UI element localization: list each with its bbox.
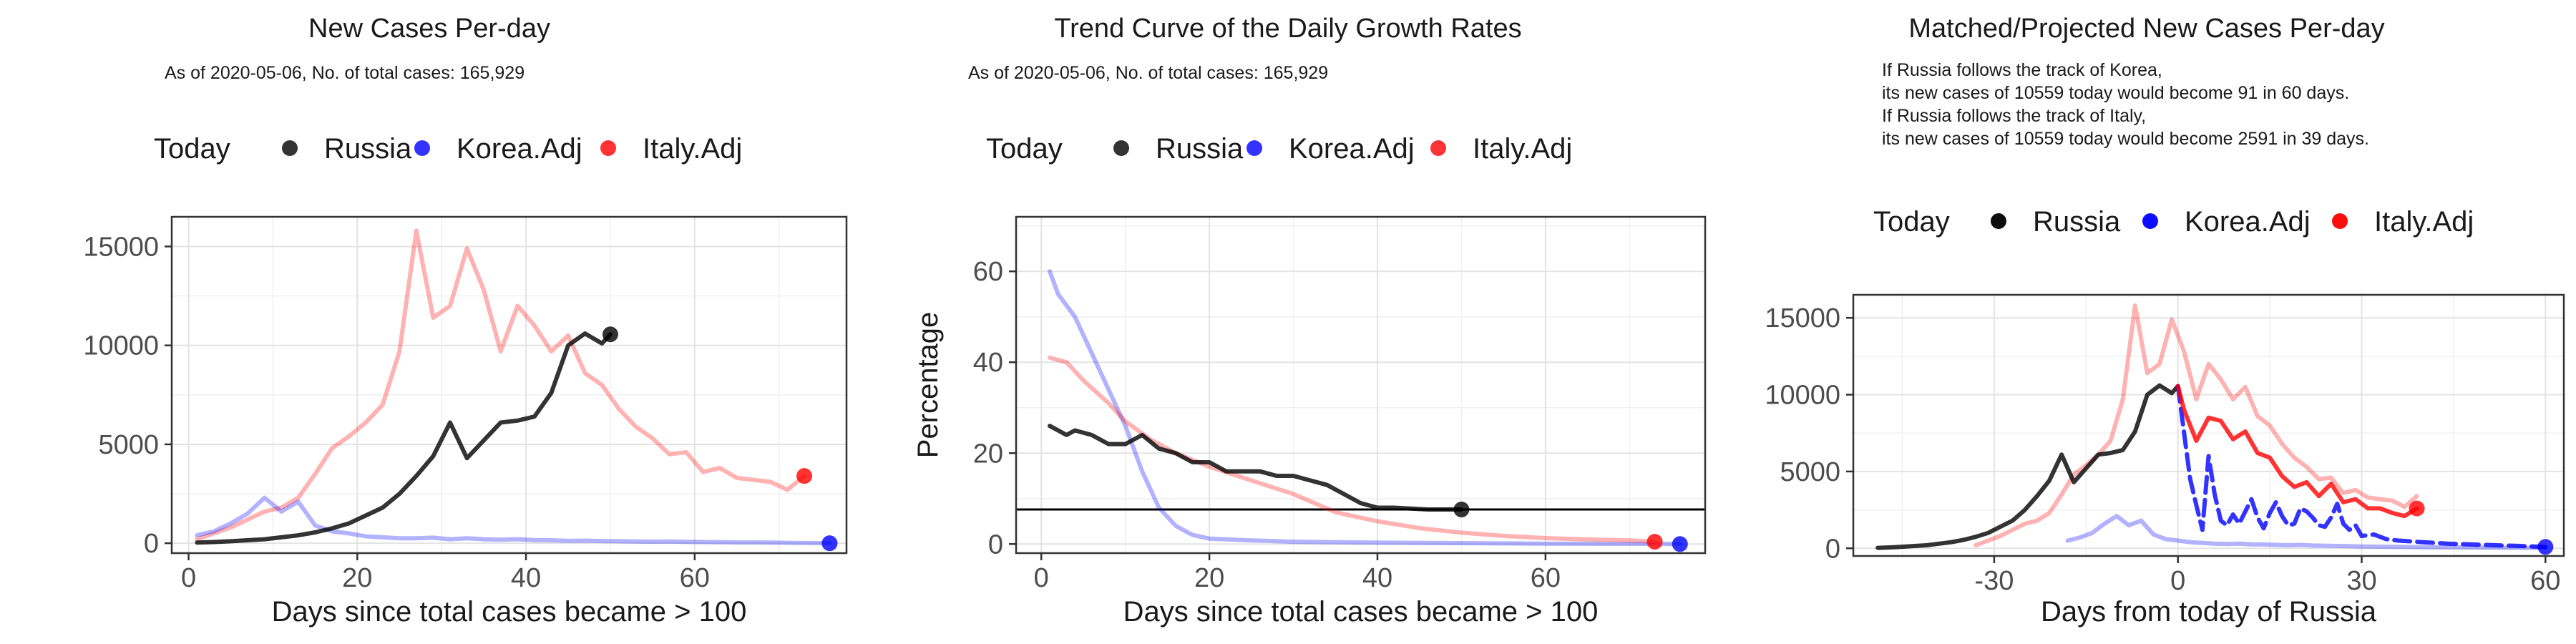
x-tick-label: 40 — [1362, 563, 1392, 593]
legend-swatch-russia — [1113, 140, 1129, 156]
y-tick-label: 20 — [973, 439, 1003, 469]
series-line-italy-adj — [2175, 384, 2419, 519]
chart-panel-projected: Matched/Projected New Cases Per-day If Ru… — [1717, 0, 2576, 644]
legend-title: Today — [1873, 206, 1950, 238]
y-tick-label: 15000 — [1765, 303, 1840, 333]
plot-area — [172, 217, 847, 553]
legend-title: Today — [154, 133, 230, 165]
chart-subtitle-line: If Russia follows the track of Italy, — [1882, 106, 2146, 126]
grid — [1853, 295, 2564, 556]
plot-border — [170, 215, 848, 555]
chart-subtitle-line: If Russia follows the track of Korea, — [1882, 60, 2162, 80]
chart-subtitle-line: its new cases of 10559 today would becom… — [1882, 83, 2349, 103]
legend-label-italy: Italy.Adj — [1473, 133, 1572, 165]
x-axis-title: Days from today of Russia — [2041, 596, 2377, 628]
series-line-italy-adj — [1974, 303, 2419, 547]
chart-subtitle-line: As of 2020-05-06, No. of total cases: 16… — [165, 63, 525, 83]
legend-label-russia: Russia — [324, 133, 412, 165]
y-tick-label: 40 — [973, 348, 1003, 378]
y-tick-label: 0 — [1825, 534, 1840, 564]
series-line-russia — [1875, 383, 2180, 550]
series-line-korea-adj — [1048, 269, 1682, 547]
legend-swatch-italy — [600, 140, 616, 156]
x-tick-label: 20 — [342, 563, 372, 593]
legend-label-russia: Russia — [2033, 206, 2121, 238]
x-tick-label: 0 — [181, 563, 196, 593]
chart-subtitle-line: its new cases of 10559 today would becom… — [1882, 129, 2369, 149]
series-end-point-russia — [1453, 502, 1470, 518]
chart-title: New Cases Per-day — [308, 14, 550, 44]
chart-subtitle-line: As of 2020-05-06, No. of total cases: 16… — [968, 63, 1328, 83]
series-line-russia — [1048, 424, 1464, 512]
legend-swatch-russia — [1991, 213, 2006, 229]
chart-panel-growth-rates: Trend Curve of the Daily Growth Rates As … — [859, 0, 1717, 644]
x-tick-label: 30 — [2346, 566, 2376, 596]
series-end-point-italy-adj — [796, 468, 813, 484]
series-line-italy-adj — [195, 228, 807, 542]
legend-swatch-italy — [1430, 140, 1446, 156]
legend-label-italy: Italy.Adj — [2374, 206, 2474, 238]
legend-swatch-korea — [414, 140, 430, 156]
series-end-point-korea-adj — [1672, 536, 1688, 552]
chart-panel-new-cases: New Cases Per-day As of 2020-05-06, No. o… — [0, 0, 859, 644]
legend-swatch-korea — [1246, 140, 1262, 156]
y-axis-title: Percentage — [912, 312, 944, 459]
series-end-point-russia — [602, 326, 618, 343]
x-tick-label: 60 — [1531, 563, 1561, 593]
plot-area — [1853, 295, 2564, 556]
chart-new-cases: New Cases Per-day As of 2020-05-06, No. o… — [83, 14, 848, 628]
series-line-italy-adj — [1048, 355, 1657, 545]
legend-swatch-korea — [2142, 213, 2158, 229]
x-tick-label: 40 — [511, 563, 541, 593]
series-line-korea-adj — [2065, 514, 2548, 550]
y-tick-label: 5000 — [1780, 457, 1840, 487]
chart-title: Matched/Projected New Cases Per-day — [1908, 14, 2384, 44]
series-end-point-italy-adj — [2409, 500, 2425, 517]
series-end-point-korea-adj — [821, 535, 838, 552]
grid — [1016, 217, 1705, 553]
plot-area — [1016, 217, 1705, 553]
x-tick-label: 0 — [2170, 566, 2185, 596]
chart-growth-rates: Trend Curve of the Daily Growth Rates As … — [912, 14, 1707, 628]
y-tick-label: 0 — [988, 530, 1003, 560]
series-line-russia — [195, 331, 613, 545]
series-line-korea-adj — [195, 495, 832, 546]
x-tick-label: 20 — [1194, 563, 1224, 593]
legend-swatch-italy — [2332, 213, 2348, 229]
plot-border — [1015, 215, 1707, 555]
x-axis-title: Days since total cases became > 100 — [272, 596, 747, 628]
legend-label-italy: Italy.Adj — [643, 133, 742, 165]
legend-label-korea: Korea.Adj — [457, 133, 582, 165]
legend-label-russia: Russia — [1156, 133, 1244, 165]
y-tick-label: 15000 — [83, 232, 159, 262]
chart-projected: Matched/Projected New Cases Per-day If Ru… — [1765, 14, 2565, 628]
y-tick-label: 10000 — [1765, 381, 1840, 411]
y-tick-label: 60 — [973, 257, 1003, 287]
x-tick-label: 0 — [1034, 563, 1049, 593]
series-line-korea-adj — [2175, 384, 2548, 550]
x-tick-label: 60 — [2530, 566, 2560, 596]
series-end-point-italy-adj — [1646, 534, 1663, 550]
chart-title: Trend Curve of the Daily Growth Rates — [1054, 14, 1521, 44]
y-tick-label: 0 — [144, 529, 159, 559]
series-end-point-korea-adj — [2537, 539, 2554, 555]
x-tick-label: 60 — [680, 563, 710, 593]
legend-title: Today — [986, 133, 1063, 165]
x-axis-title: Days since total cases became > 100 — [1123, 596, 1599, 628]
x-tick-label: -30 — [1974, 566, 2014, 596]
legend-label-korea: Korea.Adj — [2185, 206, 2311, 238]
y-tick-label: 10000 — [83, 331, 159, 361]
legend-swatch-russia — [282, 140, 298, 156]
y-tick-label: 5000 — [98, 430, 159, 460]
plot-border — [1852, 293, 2565, 557]
grid — [172, 217, 847, 553]
legend-label-korea: Korea.Adj — [1289, 133, 1415, 165]
